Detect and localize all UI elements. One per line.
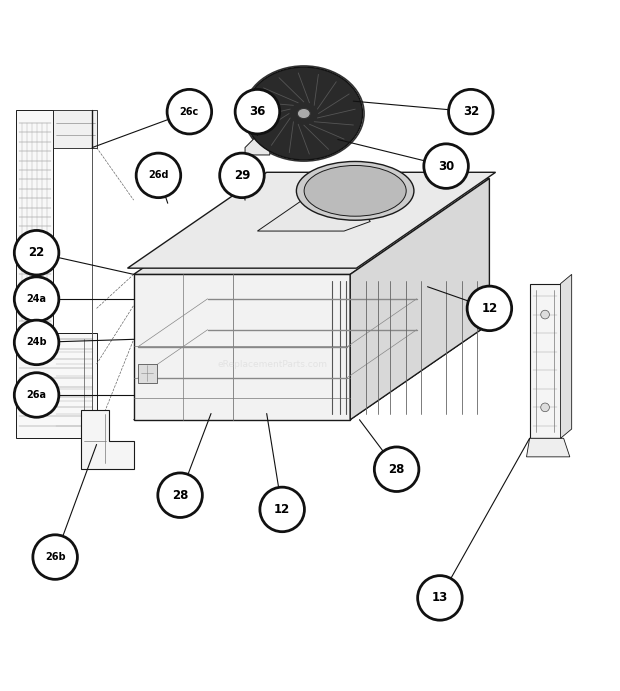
Circle shape <box>158 473 202 518</box>
Polygon shape <box>134 324 489 419</box>
Circle shape <box>167 89 211 134</box>
Polygon shape <box>134 324 489 419</box>
Circle shape <box>14 277 59 321</box>
Polygon shape <box>526 438 570 457</box>
Ellipse shape <box>245 67 363 160</box>
Text: 12: 12 <box>481 302 497 315</box>
Polygon shape <box>128 172 495 268</box>
Text: eReplacementParts.com: eReplacementParts.com <box>218 359 328 368</box>
Polygon shape <box>16 111 97 438</box>
Text: 13: 13 <box>432 591 448 605</box>
Polygon shape <box>134 274 350 419</box>
Polygon shape <box>560 274 572 438</box>
Text: 28: 28 <box>388 463 405 475</box>
Text: 24b: 24b <box>26 337 47 348</box>
Polygon shape <box>257 178 370 231</box>
Text: 22: 22 <box>29 246 45 259</box>
Polygon shape <box>529 283 560 438</box>
Text: 32: 32 <box>463 105 479 118</box>
Ellipse shape <box>298 108 310 119</box>
Ellipse shape <box>296 162 414 220</box>
Text: 28: 28 <box>172 489 188 502</box>
Circle shape <box>418 576 462 620</box>
Circle shape <box>136 153 180 198</box>
Circle shape <box>33 535 78 579</box>
Polygon shape <box>138 364 157 383</box>
Circle shape <box>424 144 468 189</box>
Text: 36: 36 <box>249 105 265 118</box>
Text: 26d: 26d <box>148 171 169 180</box>
Circle shape <box>374 447 419 491</box>
Text: 30: 30 <box>438 160 454 173</box>
Text: 12: 12 <box>274 503 290 516</box>
Circle shape <box>448 89 493 134</box>
Polygon shape <box>134 178 489 274</box>
Circle shape <box>235 89 280 134</box>
Circle shape <box>14 230 59 275</box>
Ellipse shape <box>304 165 406 216</box>
Circle shape <box>467 286 512 331</box>
Circle shape <box>260 487 304 531</box>
Circle shape <box>219 153 264 198</box>
Text: 26a: 26a <box>27 390 46 400</box>
Text: 29: 29 <box>234 169 250 182</box>
Text: 24a: 24a <box>27 294 46 304</box>
Polygon shape <box>81 410 134 469</box>
Circle shape <box>541 310 549 319</box>
Polygon shape <box>350 178 489 419</box>
Text: 26c: 26c <box>180 106 199 117</box>
Text: 26b: 26b <box>45 552 66 562</box>
Circle shape <box>541 403 549 412</box>
Polygon shape <box>245 135 270 155</box>
Circle shape <box>14 372 59 417</box>
Circle shape <box>14 320 59 365</box>
Polygon shape <box>53 111 97 148</box>
